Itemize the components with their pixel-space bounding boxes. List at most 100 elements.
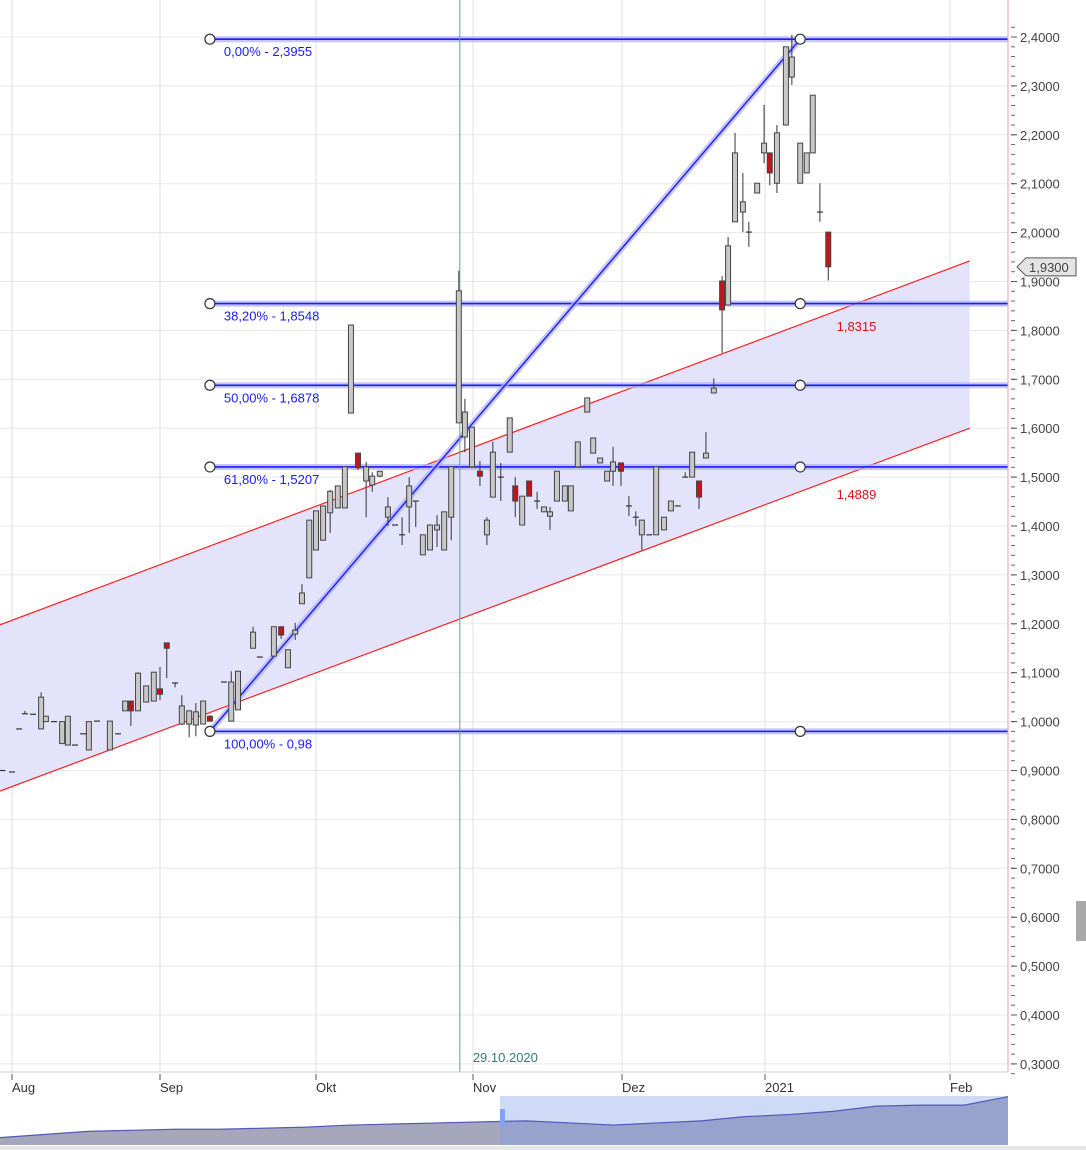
- fib-handle[interactable]: [204, 298, 216, 310]
- candle-body: [702, 452, 709, 459]
- candle: [228, 671, 235, 722]
- candle: [476, 460, 483, 486]
- candle-body: [42, 715, 49, 723]
- candle: [448, 466, 455, 541]
- y-tick-label: 1,5000: [1020, 470, 1060, 485]
- candle-body: [739, 201, 746, 213]
- candle-body: [610, 461, 617, 472]
- candle-body: [761, 142, 768, 154]
- candle: [541, 506, 548, 513]
- x-tick-label: Okt: [316, 1080, 337, 1095]
- candle: [157, 666, 163, 701]
- scrollbar-thumb[interactable]: [1076, 901, 1086, 941]
- candle: [809, 94, 816, 154]
- channel-lower-label: 1,4889: [837, 487, 877, 502]
- fib-handle[interactable]: [204, 461, 216, 473]
- fib-handle[interactable]: [794, 298, 806, 310]
- x-axis: Aug Sep Okt Nov Dez 2021 Feb: [0, 1071, 1008, 1095]
- y-tick-label: 1,1000: [1020, 666, 1060, 681]
- candle-body: [292, 629, 299, 635]
- candle: [506, 417, 513, 453]
- candle: [489, 441, 496, 498]
- date-marker-label: 29.10.2020: [473, 1050, 538, 1065]
- candle-body: [327, 490, 334, 514]
- candle: [178, 695, 185, 726]
- x-tick-label: Aug: [12, 1080, 35, 1095]
- candle: [797, 142, 804, 184]
- candle: [406, 477, 413, 533]
- fib-handle[interactable]: [794, 33, 806, 45]
- fib-handle[interactable]: [794, 379, 806, 391]
- candle: [739, 172, 746, 233]
- y-tick-label: 2,3000: [1020, 79, 1060, 94]
- fib-trend-line[interactable]: [209, 38, 801, 732]
- candle-body: [85, 721, 92, 751]
- candle: [250, 626, 257, 649]
- fib-handle[interactable]: [204, 33, 216, 45]
- fib-handle[interactable]: [794, 461, 806, 473]
- y-tick-label: 0,3000: [1020, 1057, 1060, 1072]
- channel-upper-line[interactable]: [0, 260, 970, 626]
- candle-body: [604, 470, 611, 482]
- candle-body: [313, 510, 319, 551]
- fib-level-label: 61,80% - 1,5207: [224, 472, 319, 487]
- fib-handle[interactable]: [794, 725, 806, 737]
- candle-body: [143, 685, 150, 703]
- candle-body: [584, 397, 591, 413]
- fib-handle[interactable]: [204, 725, 216, 737]
- candle: [441, 511, 448, 551]
- candle: [604, 470, 611, 482]
- candle-body: [732, 152, 739, 223]
- candle: [773, 125, 780, 193]
- candle-body: [306, 519, 313, 579]
- candle-body: [489, 451, 496, 498]
- candle: [384, 497, 391, 526]
- candle-body: [106, 720, 113, 751]
- candle: [412, 500, 419, 527]
- candle: [754, 182, 761, 194]
- candle-body: [553, 470, 560, 502]
- candle: [327, 489, 334, 533]
- y-tick-label: 1,3000: [1020, 568, 1060, 583]
- candle: [782, 46, 789, 126]
- y-tick-label: 2,2000: [1020, 128, 1060, 143]
- candle: [660, 516, 667, 531]
- candle-body: [773, 132, 780, 184]
- candle: [376, 470, 383, 478]
- candle-body: [567, 485, 574, 512]
- candle: [696, 480, 703, 509]
- x-tick-label: Nov: [473, 1080, 497, 1095]
- candle: [150, 671, 157, 702]
- candle-body: [782, 46, 789, 126]
- navigator-handle[interactable]: [499, 1109, 505, 1126]
- candle: [610, 446, 617, 486]
- candle: [172, 682, 179, 688]
- y-tick-label: 1,7000: [1020, 372, 1060, 387]
- candle-body: [363, 466, 370, 482]
- candle: [64, 715, 71, 746]
- candle: [632, 511, 639, 526]
- candle: [122, 700, 129, 712]
- candle-body: [384, 506, 391, 518]
- y-tick-label: 0,4000: [1020, 1008, 1060, 1023]
- candle-body: [590, 437, 597, 454]
- navigator-window[interactable]: [499, 1096, 1008, 1145]
- y-tick-label: 1,9000: [1020, 275, 1060, 290]
- candle-body: [710, 387, 717, 394]
- candle: [725, 237, 732, 306]
- candle: [270, 626, 277, 657]
- fibonacci-retracement[interactable]: 0,00% - 2,3955 38,20% - 1,8548 50,00% - 1,…: [204, 33, 1008, 751]
- navigator[interactable]: [0, 1096, 1009, 1145]
- candle-body: [320, 505, 327, 541]
- channel-lower-line[interactable]: [0, 427, 970, 792]
- y-tick-label: 0,8000: [1020, 812, 1060, 827]
- candle-body: [200, 700, 207, 725]
- candle: [278, 626, 285, 639]
- candle-body: [618, 462, 625, 472]
- candle: [143, 685, 150, 703]
- candle-body: [186, 710, 193, 725]
- candle: [584, 397, 591, 413]
- candle-body: [206, 715, 213, 722]
- fib-handle[interactable]: [204, 379, 216, 391]
